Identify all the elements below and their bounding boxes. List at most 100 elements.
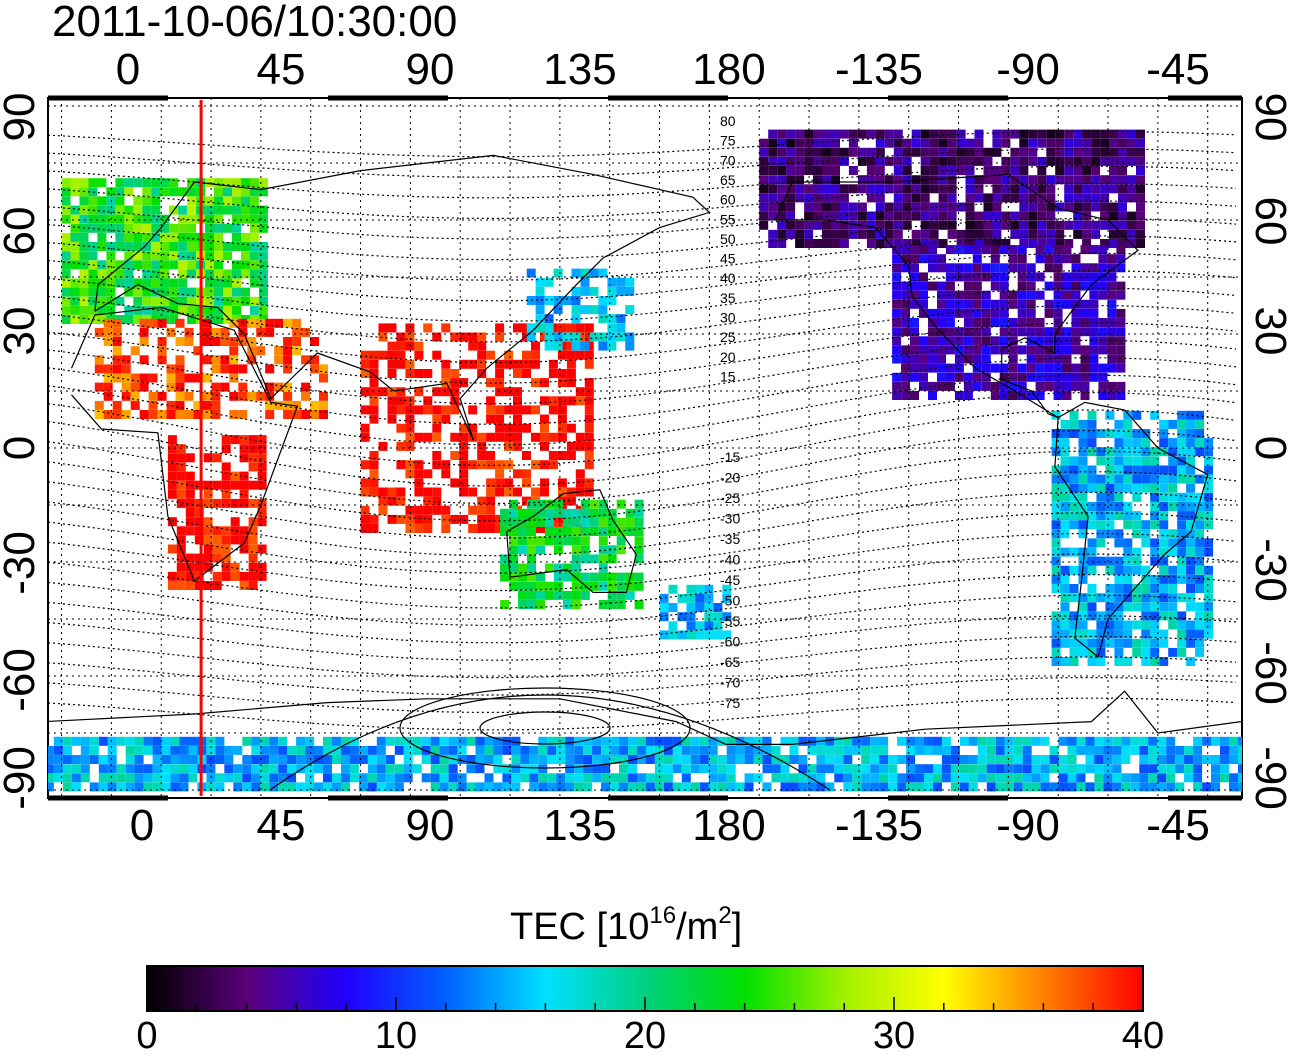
tec-cell xyxy=(1159,611,1168,620)
tec-cell xyxy=(1036,254,1045,263)
tec-cell xyxy=(912,203,921,212)
tec-cell xyxy=(222,490,231,499)
tec-cell xyxy=(1141,538,1150,547)
tec-cell xyxy=(942,737,951,746)
tec-cell xyxy=(942,764,951,773)
tec-cell xyxy=(1000,245,1009,254)
tec-cell xyxy=(1027,318,1036,327)
tec-cell xyxy=(140,383,149,392)
tec-cell xyxy=(158,392,167,401)
tec-cell xyxy=(97,260,106,269)
tec-cell xyxy=(991,309,1000,318)
tec-cell xyxy=(538,764,547,773)
tec-cell xyxy=(1082,157,1091,166)
tec-cell xyxy=(1112,773,1121,782)
tec-cell xyxy=(1070,456,1079,465)
tec-cell xyxy=(432,460,441,469)
tec-cell xyxy=(607,287,616,296)
tec-cell xyxy=(305,773,314,782)
tec-cell xyxy=(1018,318,1027,327)
tec-cell xyxy=(99,737,108,746)
tec-cell xyxy=(135,755,144,764)
tec-cell xyxy=(937,318,946,327)
tec-cell xyxy=(1123,538,1132,547)
tec-cell xyxy=(1023,755,1032,764)
tec-cell xyxy=(946,282,955,291)
tec-cell xyxy=(1050,755,1059,764)
tec-cell xyxy=(1045,327,1054,336)
tec-cell xyxy=(1118,175,1127,184)
tec-cell xyxy=(232,215,241,224)
tec-cell xyxy=(278,737,287,746)
tec-cell xyxy=(1132,484,1141,493)
tec-cell xyxy=(1036,382,1045,391)
tec-cell xyxy=(966,203,975,212)
tec-cell xyxy=(441,415,450,424)
tec-cell xyxy=(966,184,975,193)
tec-cell xyxy=(549,396,558,405)
tec-cell xyxy=(1166,773,1175,782)
tec-cell xyxy=(1116,318,1125,327)
lat-tick-left: 30 xyxy=(0,307,42,356)
tec-cell xyxy=(250,233,259,242)
lon-tick-bottom: -90 xyxy=(996,804,1060,848)
tec-cell xyxy=(1079,484,1088,493)
tec-cell xyxy=(1127,175,1136,184)
tec-cell xyxy=(485,746,494,755)
contour-label: -25 xyxy=(720,490,740,506)
tec-cell xyxy=(903,184,912,193)
tec-cell xyxy=(1018,254,1027,263)
tec-cell xyxy=(1107,327,1116,336)
tec-cell xyxy=(1204,611,1213,620)
tec-cell xyxy=(1063,391,1072,400)
tec-cell xyxy=(1046,221,1055,230)
tec-cell xyxy=(894,175,903,184)
tec-cell xyxy=(1204,538,1213,547)
tec-cell xyxy=(1089,355,1098,364)
tec-cell xyxy=(585,351,594,360)
tec-cell xyxy=(790,773,799,782)
tec-cell xyxy=(921,130,930,139)
tec-cell xyxy=(635,527,644,536)
tec-cell xyxy=(232,206,241,215)
tec-cell xyxy=(885,175,894,184)
tec-cell xyxy=(892,327,901,336)
tec-cell xyxy=(565,737,574,746)
tec-cell xyxy=(897,755,906,764)
tec-cell xyxy=(62,187,71,196)
tec-cell xyxy=(1132,493,1141,502)
tec-cell xyxy=(1136,130,1145,139)
tec-cell xyxy=(924,746,933,755)
tec-cell xyxy=(892,272,901,281)
tec-cell xyxy=(370,378,379,387)
tec-cell xyxy=(700,782,709,791)
tec-cell xyxy=(1096,520,1105,529)
tec-cell xyxy=(450,433,459,442)
tec-cell xyxy=(574,755,583,764)
tec-cell xyxy=(140,410,149,419)
contour-label: 55 xyxy=(720,211,736,227)
tec-cell xyxy=(901,291,910,300)
tec-cell xyxy=(1088,420,1097,429)
tec-cell xyxy=(162,755,171,764)
tec-cell xyxy=(431,773,440,782)
tec-cell xyxy=(1023,764,1032,773)
tec-cell xyxy=(214,297,223,306)
tec-cell xyxy=(1114,593,1123,602)
tec-cell xyxy=(404,746,413,755)
tec-cell xyxy=(637,773,646,782)
tec-cell xyxy=(122,410,131,419)
tec-cell xyxy=(933,773,942,782)
tec-cell xyxy=(229,346,238,355)
tec-cell xyxy=(912,212,921,221)
tec-cell xyxy=(867,148,876,157)
tec-cell xyxy=(660,630,669,639)
tec-cell xyxy=(1063,327,1072,336)
tec-cell xyxy=(1116,291,1125,300)
tec-cell xyxy=(545,536,554,545)
tec-cell xyxy=(585,488,594,497)
tec-cell xyxy=(966,212,975,221)
tec-cell xyxy=(133,178,142,187)
tec-cell xyxy=(919,382,928,391)
tec-cell xyxy=(168,545,177,554)
